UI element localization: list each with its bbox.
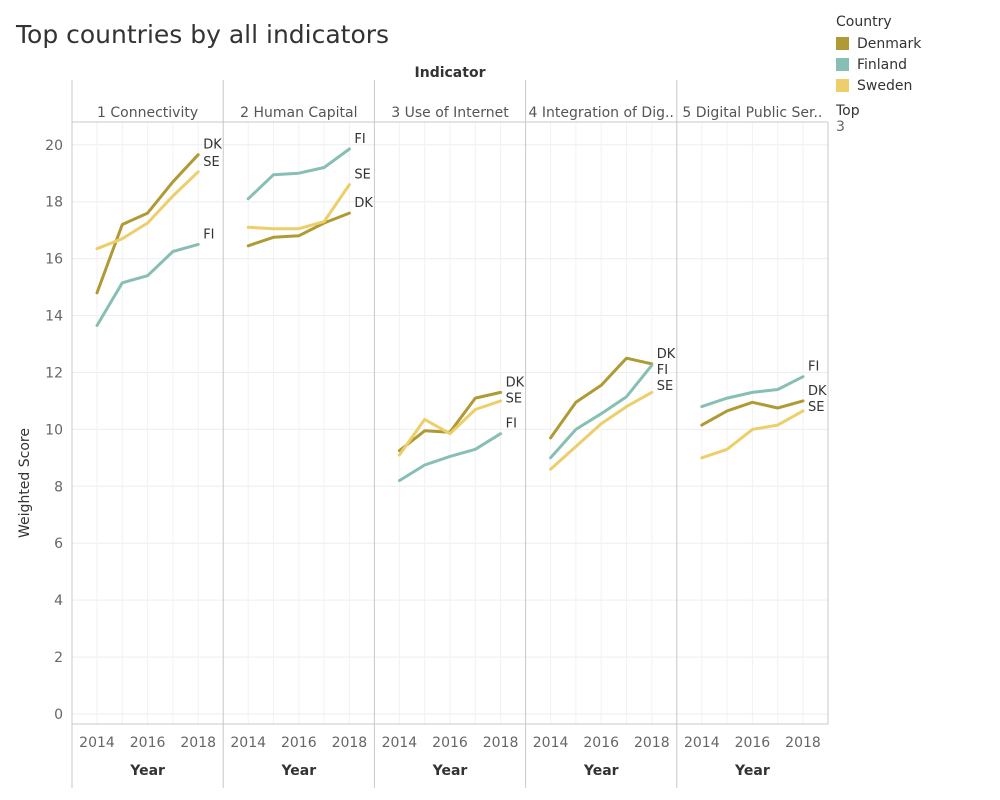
x-axis-title: Year <box>129 763 165 779</box>
y-tick-label: 18 <box>45 195 63 211</box>
chart-title: Top countries by all indicators <box>16 20 390 49</box>
end-label-dk: DK <box>203 138 222 153</box>
panel-header-label: 2 Human Capital <box>240 105 357 121</box>
x-tick-label: 2014 <box>684 735 720 751</box>
series-line-se[interactable] <box>700 409 805 460</box>
end-label-dk: DK <box>506 375 525 390</box>
x-tick-label: 2018 <box>332 735 368 751</box>
legend-swatch-denmark <box>836 37 849 50</box>
y-tick-label: 6 <box>54 536 63 552</box>
y-tick-label: 4 <box>54 593 63 609</box>
end-label-dk: DK <box>354 196 373 211</box>
end-label-fi: FI <box>203 227 214 242</box>
x-tick-label: 2014 <box>533 735 569 751</box>
x-tick-label: 2016 <box>583 735 619 751</box>
legend-item-finland[interactable]: Finland <box>836 54 921 75</box>
end-label-fi: FI <box>657 363 668 378</box>
end-label-dk: DK <box>808 384 827 399</box>
legend-swatch-sweden <box>836 79 849 92</box>
x-tick-label: 2018 <box>483 735 519 751</box>
series-line-fi[interactable] <box>246 147 351 201</box>
series-line-se[interactable] <box>549 390 654 471</box>
series-line-se[interactable] <box>95 170 200 251</box>
x-tick-label: 2018 <box>785 735 821 751</box>
legend-label-denmark: Denmark <box>857 35 922 52</box>
end-label-dk: DK <box>657 347 676 362</box>
x-tick-label: 2018 <box>634 735 670 751</box>
x-axis-title: Year <box>583 763 619 779</box>
series-line-dk[interactable] <box>549 356 654 440</box>
x-axis-title: Year <box>734 763 770 779</box>
top-filter-value[interactable]: 3 <box>836 119 845 135</box>
y-tick-label: 8 <box>54 479 63 495</box>
legend-swatch-finland <box>836 58 849 71</box>
x-tick-label: 2018 <box>180 735 216 751</box>
y-tick-label: 12 <box>45 365 63 381</box>
legend-item-sweden[interactable]: Sweden <box>836 75 921 96</box>
x-tick-label: 2016 <box>432 735 468 751</box>
panel-header-label: 1 Connectivity <box>97 105 198 121</box>
x-tick-label: 2014 <box>230 735 266 751</box>
y-tick-label: 0 <box>54 707 63 723</box>
end-label-se: SE <box>657 379 673 394</box>
panel-header-label: 3 Use of Internet <box>391 105 509 121</box>
end-label-fi: FI <box>808 360 819 375</box>
panel-header-label: 5 Digital Public Ser.. <box>682 105 822 121</box>
x-axis-title: Year <box>432 763 468 779</box>
legend-label-sweden: Sweden <box>857 77 913 94</box>
end-label-se: SE <box>354 168 370 183</box>
series-line-fi[interactable] <box>549 363 654 460</box>
top-filter-title: Top <box>836 103 860 119</box>
x-tick-label: 2014 <box>382 735 418 751</box>
x-tick-label: 2014 <box>79 735 115 751</box>
y-tick-label: 10 <box>45 422 63 438</box>
series-line-dk[interactable] <box>246 211 351 248</box>
y-tick-label: 16 <box>45 252 63 268</box>
y-tick-label: 20 <box>45 138 63 154</box>
series-line-fi[interactable] <box>397 432 503 483</box>
end-label-fi: FI <box>354 132 365 147</box>
legend-item-denmark[interactable]: Denmark <box>836 33 921 54</box>
x-tick-label: 2016 <box>281 735 317 751</box>
y-axis-title: Weighted Score <box>17 428 33 538</box>
series-line-fi[interactable] <box>95 242 200 327</box>
end-label-fi: FI <box>506 417 517 432</box>
y-tick-label: 2 <box>54 650 63 666</box>
series-line-se[interactable] <box>246 183 351 231</box>
end-label-se: SE <box>203 155 219 170</box>
series-line-dk[interactable] <box>95 153 200 295</box>
legend-title: Country <box>836 14 892 30</box>
x-axis-title: Year <box>280 763 316 779</box>
series-line-dk[interactable] <box>700 399 805 427</box>
end-label-se: SE <box>506 391 522 406</box>
series-line-fi[interactable] <box>700 375 805 409</box>
x-tick-label: 2016 <box>735 735 771 751</box>
y-tick-label: 14 <box>45 309 63 325</box>
legend: Country Denmark Finland Sweden Top 3 <box>836 14 921 135</box>
legend-label-finland: Finland <box>857 56 908 73</box>
column-header-indicator: Indicator <box>415 65 486 81</box>
end-label-se: SE <box>808 400 824 415</box>
x-tick-label: 2016 <box>130 735 166 751</box>
panel-header-label: 4 Integration of Dig.. <box>529 105 674 121</box>
series-line-se[interactable] <box>397 399 503 457</box>
